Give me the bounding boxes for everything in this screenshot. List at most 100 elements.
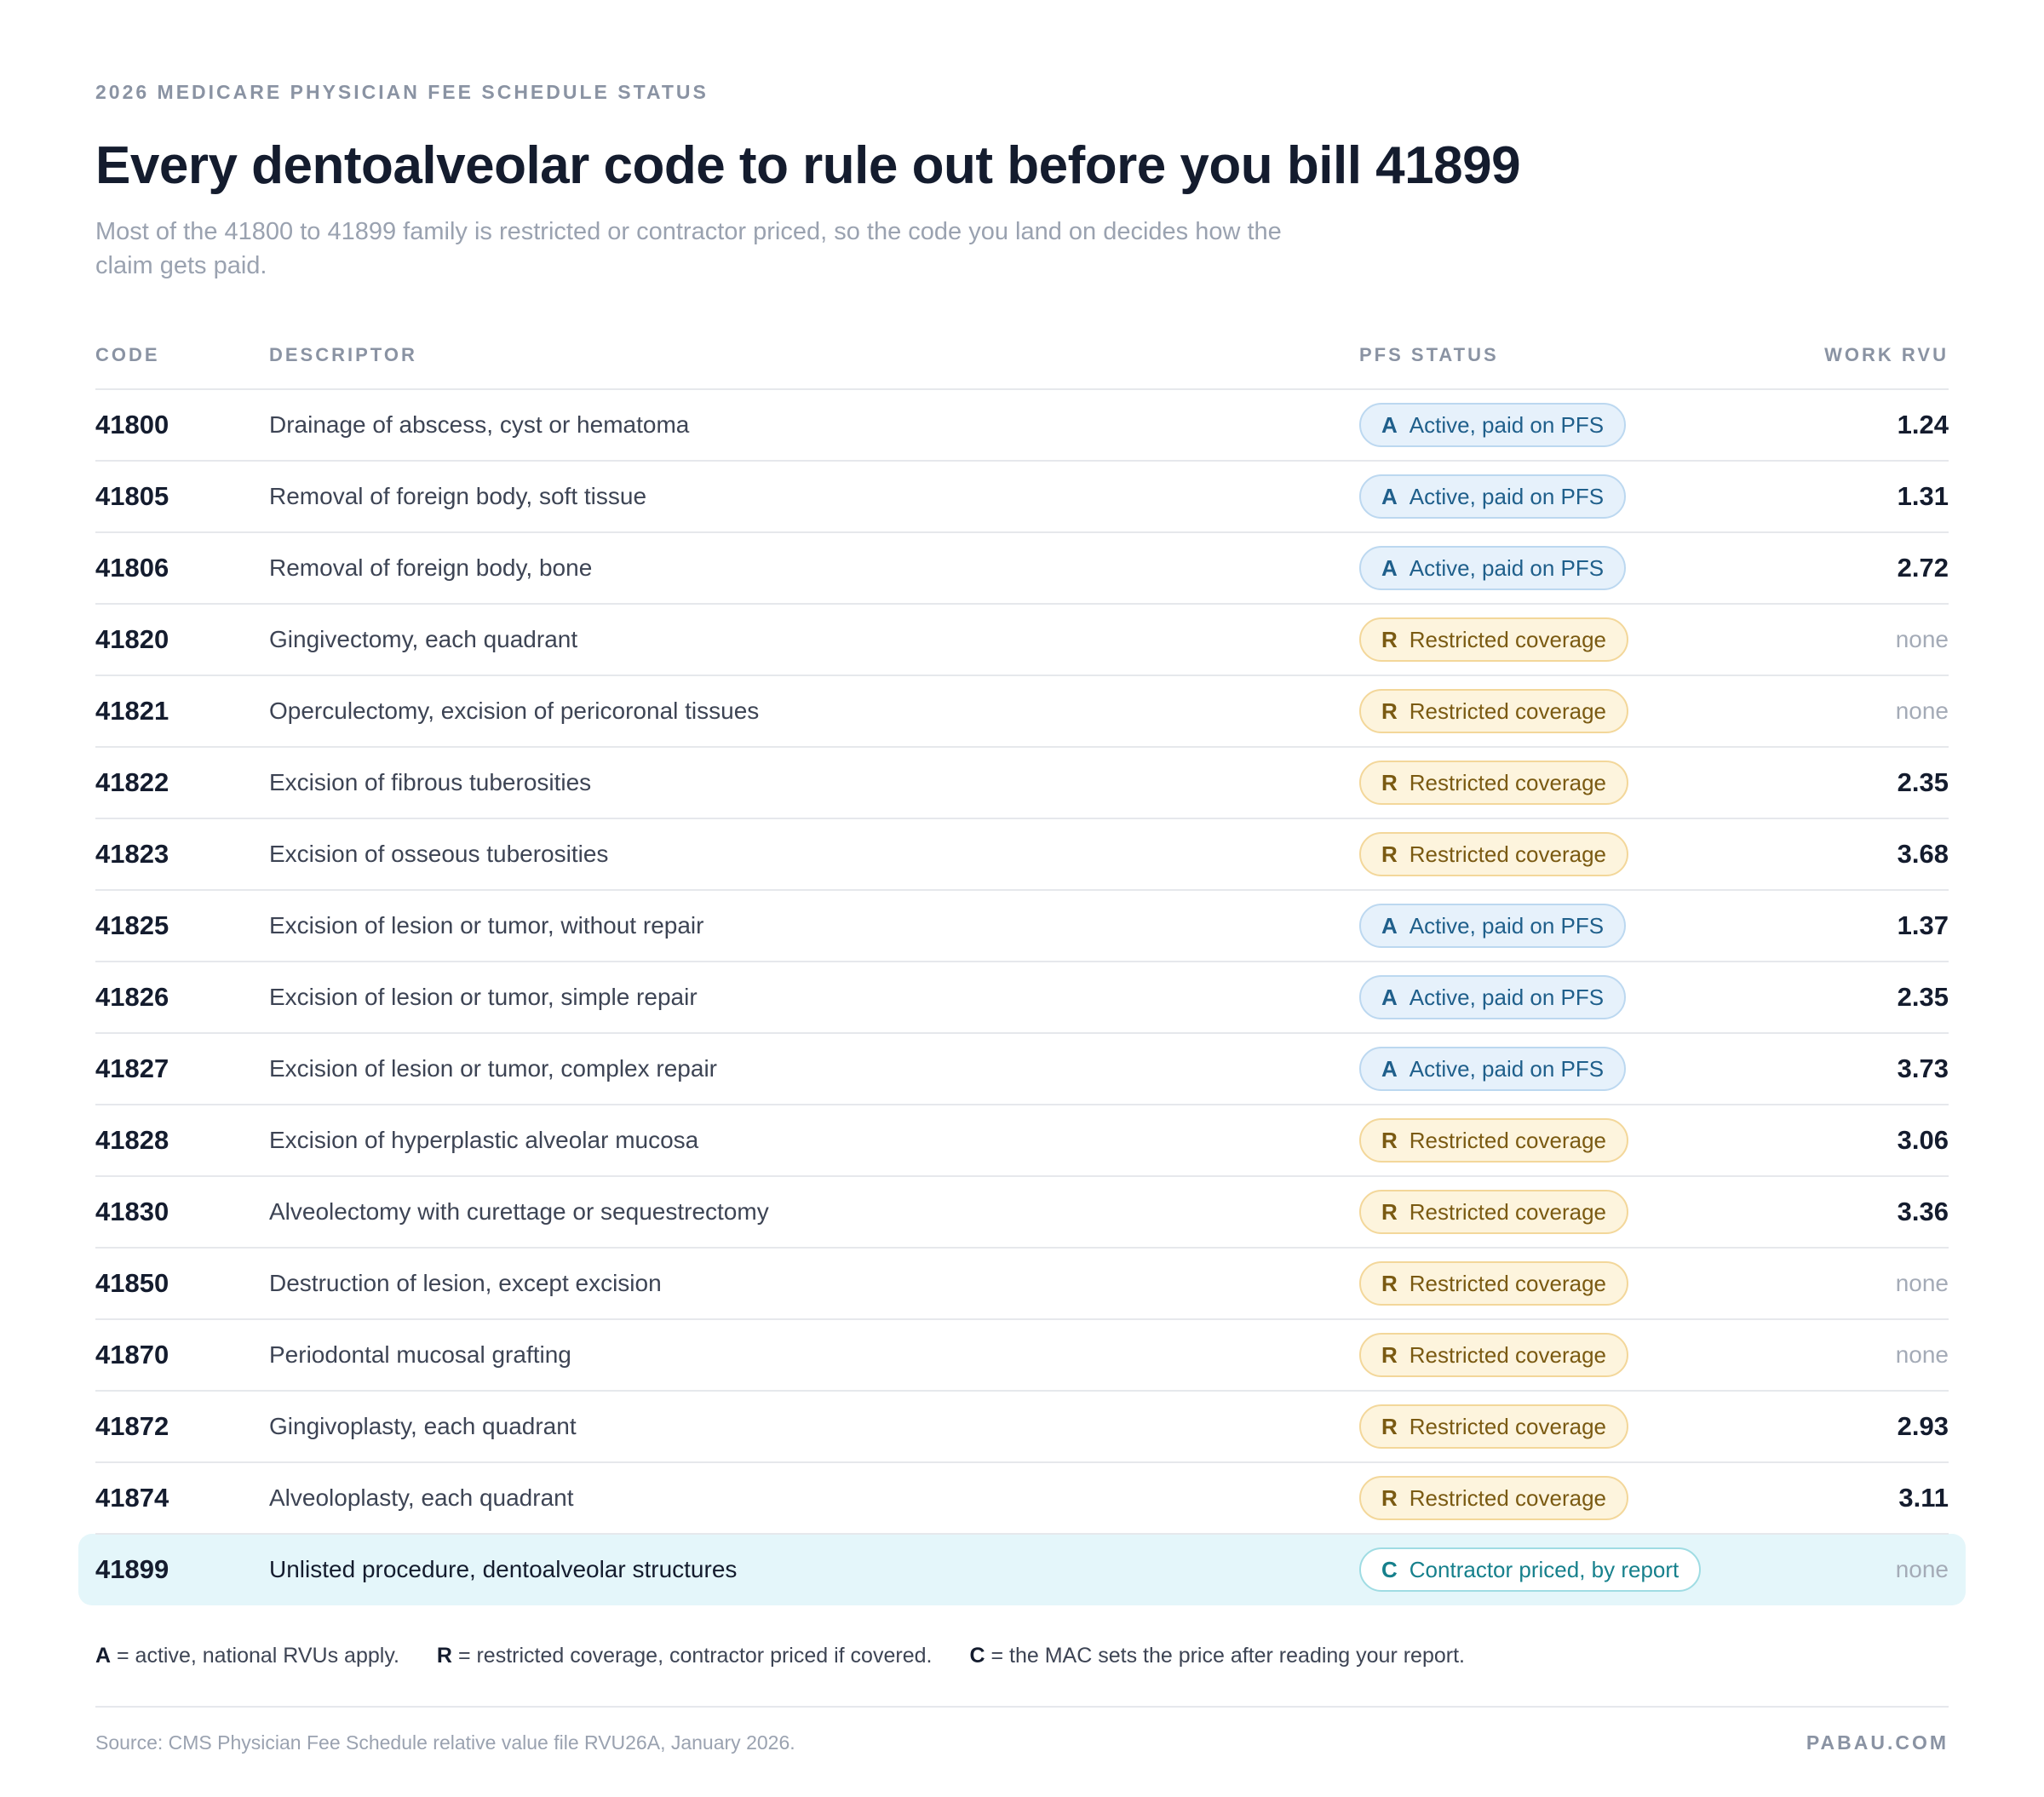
status-letter: A — [1381, 554, 1398, 581]
legend-item-a: A = active, national RVUs apply. — [95, 1644, 399, 1668]
status-badge: R Restricted coverage — [1359, 1118, 1629, 1163]
status-label: Restricted coverage — [1409, 1198, 1607, 1225]
status-badge: A Active, paid on PFS — [1359, 546, 1627, 590]
status-letter: A — [1381, 1055, 1398, 1082]
cpt-code: 41899 — [95, 1534, 269, 1605]
status-cell: C Contractor priced, by report — [1359, 1534, 1751, 1605]
code-descriptor: Gingivectomy, each quadrant — [269, 604, 1359, 676]
status-badge: A Active, paid on PFS — [1359, 403, 1627, 447]
page: 2026 MEDICARE PHYSICIAN FEE SCHEDULE STA… — [95, 81, 1949, 1754]
status-cell: R Restricted coverage — [1359, 1391, 1751, 1463]
cpt-code: 41872 — [95, 1391, 269, 1463]
cpt-code: 41874 — [95, 1462, 269, 1535]
status-label: Active, paid on PFS — [1409, 912, 1605, 939]
work-rvu: 3.11 — [1751, 1462, 1949, 1535]
table-row: 41850 Destruction of lesion, except excis… — [95, 1248, 1949, 1320]
cpt-code: 41826 — [95, 962, 269, 1034]
cpt-code: 41828 — [95, 1105, 269, 1177]
status-cell: R Restricted coverage — [1359, 604, 1751, 676]
status-letter: R — [1381, 1413, 1398, 1439]
table-row: 41830 Alveolectomy with curettage or sequ… — [95, 1176, 1949, 1249]
code-descriptor: Excision of lesion or tumor, simple repa… — [269, 962, 1359, 1034]
status-badge: R Restricted coverage — [1359, 1261, 1629, 1306]
status-label: Restricted coverage — [1409, 841, 1607, 867]
table-row: 41874 Alveoloplasty, each quadrant R Restri… — [95, 1462, 1949, 1535]
work-rvu: none — [1751, 675, 1949, 748]
status-label: Active, paid on PFS — [1409, 411, 1605, 438]
status-label: Active, paid on PFS — [1409, 984, 1605, 1010]
table-row: 41822 Excision of fibrous tuberosities R Re… — [95, 747, 1949, 819]
status-cell: R Restricted coverage — [1359, 747, 1751, 819]
status-badge: R Restricted coverage — [1359, 689, 1629, 733]
cpt-code: 41827 — [95, 1033, 269, 1105]
status-cell: R Restricted coverage — [1359, 675, 1751, 748]
status-cell: R Restricted coverage — [1359, 818, 1751, 891]
footer: Source: CMS Physician Fee Schedule relat… — [95, 1731, 1949, 1754]
cpt-code: 41830 — [95, 1176, 269, 1249]
status-letter: R — [1381, 1484, 1398, 1511]
code-descriptor: Removal of foreign body, bone — [269, 532, 1359, 605]
work-rvu: 1.37 — [1751, 890, 1949, 962]
status-badge: A Active, paid on PFS — [1359, 975, 1627, 1019]
work-rvu: 1.24 — [1751, 389, 1949, 462]
source-note: Source: CMS Physician Fee Schedule relat… — [95, 1731, 795, 1754]
code-table: CODE DESCRIPTOR PFS STATUS WORK RVU 4180… — [95, 322, 1949, 1606]
table-row: 41806 Removal of foreign body, bone A Activ… — [95, 532, 1949, 605]
status-letter: A — [1381, 411, 1398, 438]
cpt-code: 41820 — [95, 604, 269, 676]
work-rvu: 3.36 — [1751, 1176, 1949, 1249]
status-letter: R — [1381, 626, 1398, 652]
status-badge: R Restricted coverage — [1359, 761, 1629, 805]
table-row: 41899 Unlisted procedure, dentoalveolar s… — [95, 1534, 1949, 1605]
brand-link[interactable]: PABAU.COM — [1806, 1731, 1949, 1754]
work-rvu: 3.68 — [1751, 818, 1949, 891]
table-row: 41872 Gingivoplasty, each quadrant R Restri… — [95, 1391, 1949, 1463]
status-badge: R Restricted coverage — [1359, 1476, 1629, 1520]
status-label: Restricted coverage — [1409, 769, 1607, 795]
work-rvu: 3.06 — [1751, 1105, 1949, 1177]
status-badge: A Active, paid on PFS — [1359, 1047, 1627, 1091]
status-cell: A Active, paid on PFS — [1359, 389, 1751, 462]
status-letter: R — [1381, 841, 1398, 867]
status-label: Active, paid on PFS — [1409, 1055, 1605, 1082]
work-rvu: none — [1751, 604, 1949, 676]
status-badge: C Contractor priced, by report — [1359, 1547, 1702, 1592]
page-subtitle: Most of the 41800 to 41899 family is res… — [95, 218, 1282, 279]
work-rvu: none — [1751, 1319, 1949, 1392]
code-descriptor: Excision of fibrous tuberosities — [269, 747, 1359, 819]
column-header-rvu: WORK RVU — [1751, 322, 1949, 390]
code-descriptor: Drainage of abscess, cyst or hematoma — [269, 389, 1359, 462]
code-descriptor: Excision of osseous tuberosities — [269, 818, 1359, 891]
code-descriptor: Removal of foreign body, soft tissue — [269, 461, 1359, 533]
table-row: 41805 Removal of foreign body, soft tissu… — [95, 461, 1949, 533]
status-label: Restricted coverage — [1409, 698, 1607, 724]
status-cell: R Restricted coverage — [1359, 1176, 1751, 1249]
cpt-code: 41823 — [95, 818, 269, 891]
work-rvu: none — [1751, 1534, 1949, 1605]
status-label: Restricted coverage — [1409, 1413, 1607, 1439]
status-cell: R Restricted coverage — [1359, 1319, 1751, 1392]
work-rvu: none — [1751, 1248, 1949, 1320]
page-title: Every dentoalveolar code to rule out bef… — [95, 136, 1521, 195]
status-letter: A — [1381, 912, 1398, 939]
code-descriptor: Unlisted procedure, dentoalveolar struct… — [269, 1534, 1359, 1605]
status-cell: A Active, paid on PFS — [1359, 1033, 1751, 1105]
status-label: Restricted coverage — [1409, 1270, 1607, 1296]
table-body: 41800 Drainage of abscess, cyst or hemato… — [95, 389, 1949, 1605]
cpt-code: 41821 — [95, 675, 269, 748]
work-rvu: 1.31 — [1751, 461, 1949, 533]
status-cell: R Restricted coverage — [1359, 1248, 1751, 1320]
table-header-row: CODE DESCRIPTOR PFS STATUS WORK RVU — [95, 322, 1949, 390]
status-letter: R — [1381, 1341, 1398, 1368]
status-badge: R Restricted coverage — [1359, 1404, 1629, 1449]
table-row: 41821 Operculectomy, excision of pericoro… — [95, 675, 1949, 748]
cpt-code: 41825 — [95, 890, 269, 962]
column-header-code: CODE — [95, 322, 269, 390]
cpt-code: 41850 — [95, 1248, 269, 1320]
status-letter: R — [1381, 1127, 1398, 1153]
column-header-descriptor: DESCRIPTOR — [269, 322, 1359, 390]
table-row: 41828 Excision of hyperplastic alveolar m… — [95, 1105, 1949, 1177]
code-descriptor: Alveoloplasty, each quadrant — [269, 1462, 1359, 1535]
status-label: Active, paid on PFS — [1409, 483, 1605, 509]
code-descriptor: Periodontal mucosal grafting — [269, 1319, 1359, 1392]
